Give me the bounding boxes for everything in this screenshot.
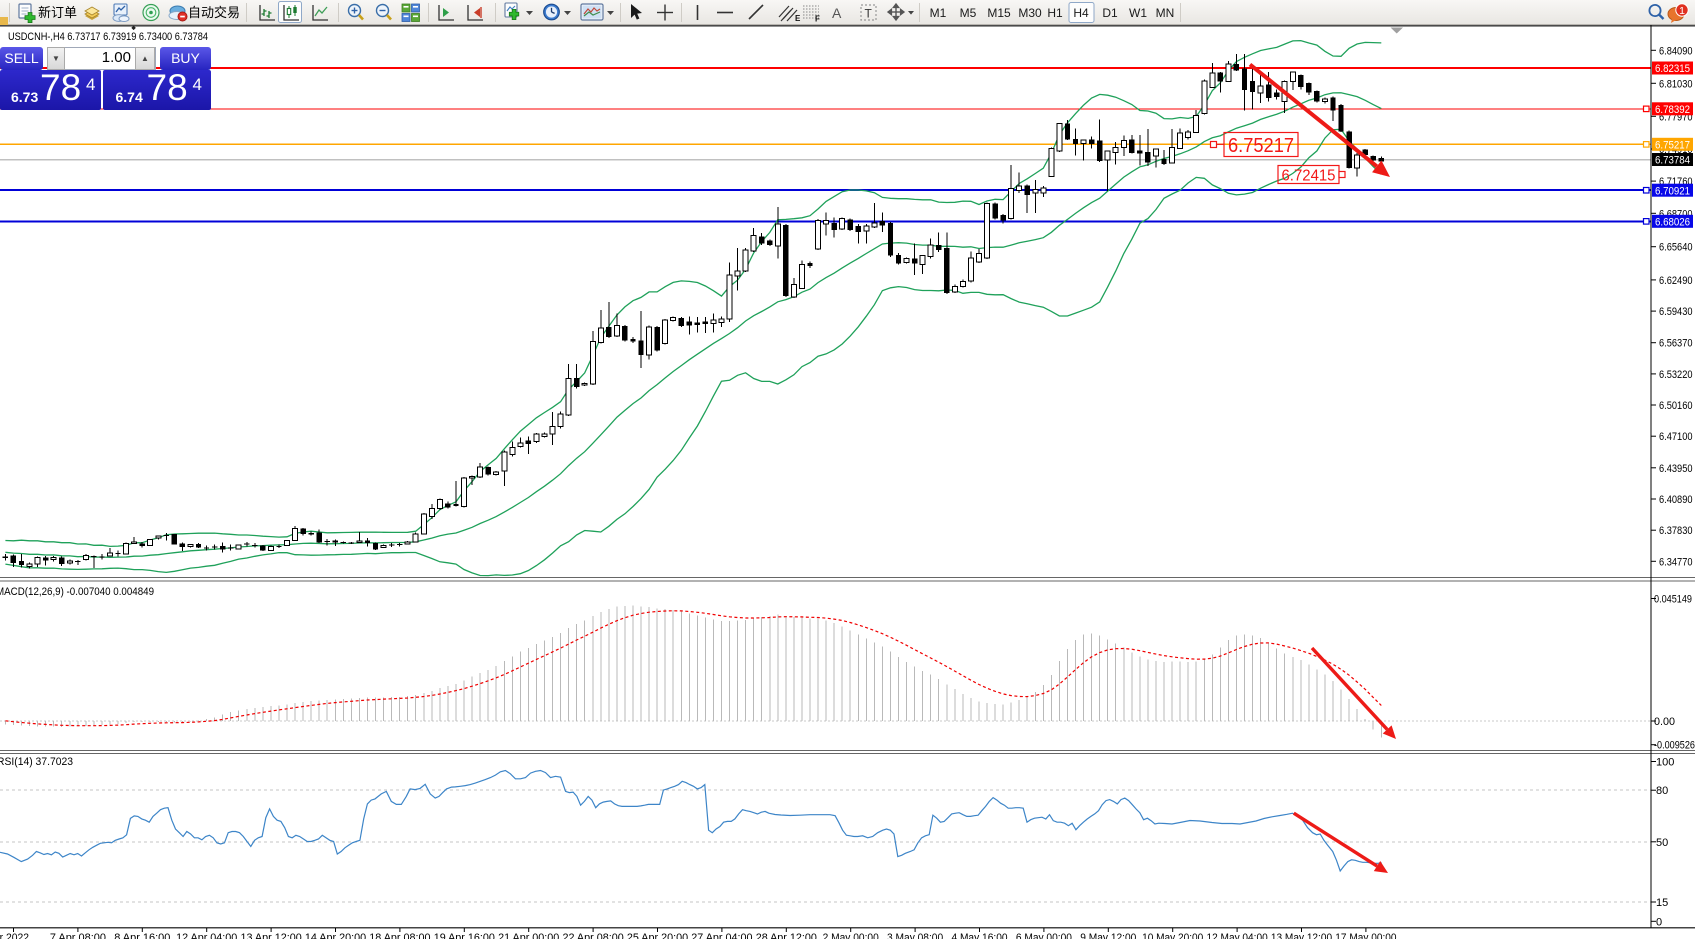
svg-text:M15: M15 (987, 6, 1011, 20)
svg-text:6.84090: 6.84090 (1659, 45, 1693, 57)
svg-text:E: E (795, 14, 801, 23)
svg-text:12 May 04:00: 12 May 04:00 (1207, 932, 1268, 939)
svg-text:6.62490: 6.62490 (1659, 275, 1693, 287)
svg-text:6.37830: 6.37830 (1659, 525, 1693, 537)
svg-text:7 Apr 08:00: 7 Apr 08:00 (50, 932, 106, 939)
svg-text:6.56370: 6.56370 (1659, 338, 1693, 350)
svg-text:15: 15 (1656, 897, 1668, 909)
svg-text:Apr 2022: Apr 2022 (0, 932, 29, 939)
svg-text:13 May 12:00: 13 May 12:00 (1271, 932, 1332, 939)
svg-text:6.65640: 6.65640 (1659, 242, 1693, 254)
svg-text:M5: M5 (960, 6, 977, 20)
svg-text:10 May 20:00: 10 May 20:00 (1142, 932, 1203, 939)
svg-text:27 Apr 04:00: 27 Apr 04:00 (691, 932, 752, 939)
svg-text:RSI(14) 37.7023: RSI(14) 37.7023 (0, 756, 73, 768)
svg-text:6.73784: 6.73784 (1655, 155, 1690, 167)
svg-text:18 Apr 08:00: 18 Apr 08:00 (369, 932, 430, 939)
svg-text:13 Apr 12:00: 13 Apr 12:00 (241, 932, 302, 939)
svg-text:USDCNH-,H4 6.73717 6.73919 6.: USDCNH-,H4 6.73717 6.73919 6.73400 6.737… (8, 31, 208, 43)
svg-text:6.75217: 6.75217 (1655, 140, 1690, 152)
svg-text:4 May 16:00: 4 May 16:00 (951, 932, 1007, 939)
svg-text:0: 0 (1656, 916, 1662, 928)
svg-text:25 Apr 20:00: 25 Apr 20:00 (627, 932, 688, 939)
svg-text:MACD(12,26,9) -0.007040 0.0048: MACD(12,26,9) -0.007040 0.004849 (0, 586, 154, 598)
svg-text:6.81030: 6.81030 (1659, 78, 1693, 90)
svg-text:6.50160: 6.50160 (1659, 400, 1693, 412)
svg-text:14 Apr 20:00: 14 Apr 20:00 (305, 932, 366, 939)
svg-text:8 Apr 16:00: 8 Apr 16:00 (114, 932, 170, 939)
svg-text:6.82315: 6.82315 (1655, 63, 1690, 75)
svg-text:17 May 00:00: 17 May 00:00 (1335, 932, 1396, 939)
svg-text:9 May 12:00: 9 May 12:00 (1080, 932, 1136, 939)
svg-text:自动交易: 自动交易 (188, 5, 240, 20)
svg-text:H4: H4 (1073, 6, 1089, 20)
svg-text:6.59430: 6.59430 (1659, 306, 1693, 318)
svg-text:80: 80 (1656, 785, 1668, 797)
svg-text:28 Apr 12:00: 28 Apr 12:00 (756, 932, 817, 939)
svg-text:M30: M30 (1018, 6, 1042, 20)
svg-text:6.72415: 6.72415 (1282, 168, 1336, 185)
svg-text:H1: H1 (1047, 6, 1063, 20)
svg-text:0.00: 0.00 (1654, 716, 1675, 728)
svg-text:A: A (832, 5, 842, 21)
svg-text:6.40890: 6.40890 (1659, 494, 1693, 506)
svg-text:19 Apr 16:00: 19 Apr 16:00 (434, 932, 495, 939)
svg-text:D1: D1 (1102, 6, 1118, 20)
svg-text:0.045149: 0.045149 (1654, 594, 1692, 606)
svg-text:3 May 08:00: 3 May 08:00 (887, 932, 943, 939)
svg-text:6.68026: 6.68026 (1655, 217, 1690, 229)
svg-text:MN: MN (1156, 6, 1175, 20)
svg-text:新订单: 新订单 (38, 5, 77, 20)
svg-text:6.78392: 6.78392 (1655, 104, 1690, 116)
svg-text:6.34770: 6.34770 (1659, 556, 1693, 568)
svg-text:100: 100 (1656, 757, 1674, 769)
svg-text:W1: W1 (1129, 6, 1147, 20)
svg-text:6 May 00:00: 6 May 00:00 (1016, 932, 1072, 939)
svg-text:6.53220: 6.53220 (1659, 369, 1693, 381)
svg-text:6.43950: 6.43950 (1659, 463, 1693, 475)
svg-text:22 Apr 08:00: 22 Apr 08:00 (563, 932, 624, 939)
svg-text:6.70921: 6.70921 (1655, 185, 1690, 197)
svg-text:21 Apr 00:00: 21 Apr 00:00 (498, 932, 559, 939)
svg-text:F: F (815, 15, 820, 24)
svg-text:-0.009526: -0.009526 (1654, 740, 1695, 752)
svg-text:M1: M1 (930, 6, 947, 20)
svg-text:12 Apr 04:00: 12 Apr 04:00 (176, 932, 237, 939)
svg-text:6.75217: 6.75217 (1228, 135, 1294, 157)
svg-text:50: 50 (1656, 837, 1668, 849)
svg-text:T: T (865, 7, 873, 21)
svg-text:1: 1 (1679, 5, 1685, 17)
svg-text:2 May 00:00: 2 May 00:00 (823, 932, 879, 939)
svg-text:6.47100: 6.47100 (1659, 431, 1693, 443)
